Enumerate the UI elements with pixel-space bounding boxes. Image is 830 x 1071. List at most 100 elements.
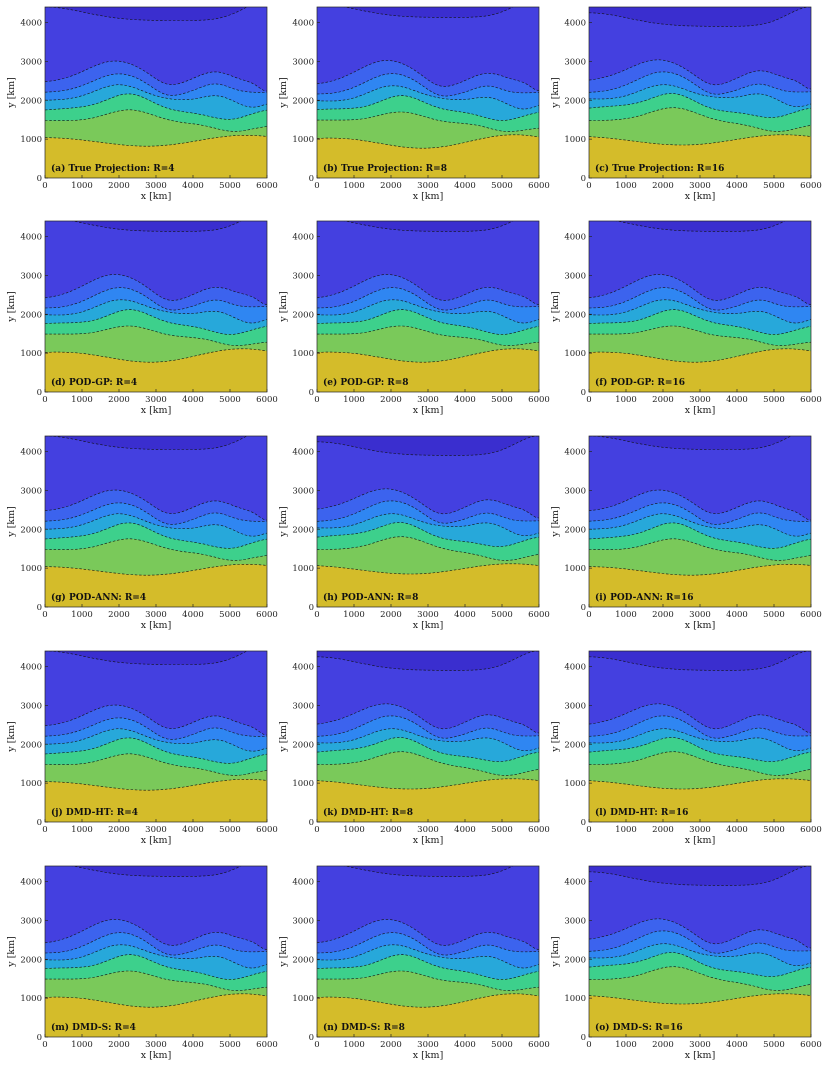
contour-fill-group: [317, 866, 539, 1037]
x-tick-label: 2000: [108, 181, 130, 191]
contour-line: [45, 299, 267, 324]
x-tick-label: 1000: [615, 395, 637, 405]
x-tick-label: 4000: [726, 610, 748, 620]
y-tick-label: 1000: [20, 779, 42, 789]
y-tick-label: 4000: [20, 19, 42, 29]
contour-line: [45, 502, 267, 525]
contour-level-fill: [317, 436, 539, 519]
y-tick-label: 1000: [564, 349, 586, 359]
contour-line: [317, 134, 539, 149]
contour-line: [343, 221, 514, 232]
contour-level-fill: [317, 221, 539, 305]
x-tick-label: 4000: [726, 1040, 748, 1050]
panel-label: (j) DMD-HT: R=4: [51, 807, 138, 818]
contour-fill-group: [589, 651, 811, 822]
y-tick-label: 2000: [292, 955, 314, 965]
contour-line: [589, 502, 811, 525]
x-tick-label: 1000: [71, 395, 93, 405]
x-tick-label: 0: [314, 825, 319, 835]
x-tick-label: 2000: [380, 181, 402, 191]
x-tick-label: 2000: [652, 181, 674, 191]
panel-label: (i) POD-ANN: R=16: [595, 592, 694, 603]
y-tick-label: 1000: [292, 564, 314, 574]
y-tick-label: 3000: [564, 486, 586, 496]
contour-line: [45, 717, 267, 740]
contour-panel: 0 1000 2000 3000 4000 5000 6000 0 1000 2000 3000 40…: [550, 6, 822, 202]
x-tick-label: 1000: [615, 610, 637, 620]
contour-line: [589, 436, 792, 450]
y-axis-label: y [km]: [6, 506, 17, 538]
y-tick-label: 1000: [20, 564, 42, 574]
contour-level-fill: [317, 651, 539, 734]
contour-line: [317, 751, 539, 776]
y-tick-label: 4000: [20, 448, 42, 458]
contour-fill-group: [45, 651, 267, 822]
contour-level-fill: [589, 651, 811, 734]
y-tick-label: 2000: [292, 96, 314, 106]
contour-line: [45, 287, 267, 311]
contour-line: [317, 436, 539, 456]
y-axis-label: y [km]: [278, 936, 289, 968]
panel-label: (l) DMD-HT: R=16: [595, 807, 688, 818]
contour-line: [317, 993, 539, 1008]
contour-line: [589, 309, 811, 335]
x-tick-label: 5000: [763, 1040, 785, 1050]
contour-panel: 0 1000 2000 3000 4000 5000 6000 0 1000 2000 3000 40…: [550, 865, 822, 1061]
x-tick-label: 3000: [145, 825, 167, 835]
x-tick-label: 1000: [343, 610, 365, 620]
contour-panel: 0 1000 2000 3000 4000 5000 6000 0 1000 2000 3000 40…: [6, 865, 278, 1061]
x-tick-label: 1000: [71, 181, 93, 191]
x-axis-label: x [km]: [141, 191, 172, 202]
y-tick-label: 0: [309, 388, 314, 398]
x-tick-label: 0: [42, 395, 47, 405]
contour-panel: 0 1000 2000 3000 4000 5000 6000 0 1000 2000 3000 40…: [6, 435, 278, 631]
x-tick-label: 1000: [71, 825, 93, 835]
y-axis-label: y [km]: [6, 291, 17, 323]
y-tick-label: 0: [309, 603, 314, 613]
contour-line: [45, 135, 267, 147]
contour-line: [589, 930, 811, 954]
contour-level-fill: [345, 866, 513, 877]
contour-line: [317, 85, 539, 110]
x-tick-label: 5000: [219, 1040, 241, 1050]
contour-level-fill: [45, 651, 267, 736]
contour-level-fill: [589, 866, 811, 949]
contour-panel: 0 1000 2000 3000 4000 5000 6000 0 1000 2000 3000 40…: [278, 865, 550, 1061]
contour-line: [589, 651, 811, 671]
panel-label: (k) DMD-HT: R=8: [323, 807, 413, 818]
y-tick-label: 2000: [20, 310, 42, 320]
y-tick-label: 2000: [20, 740, 42, 750]
y-tick-label: 0: [37, 174, 42, 184]
contour-line: [317, 944, 539, 969]
contour-level-fill: [45, 7, 248, 21]
x-tick-label: 6000: [256, 1040, 278, 1050]
contour-line: [45, 274, 267, 305]
contour-fill-group: [317, 7, 539, 178]
y-axis-label: y [km]: [6, 77, 17, 109]
x-axis-label: x [km]: [413, 191, 444, 202]
y-tick-label: 0: [37, 603, 42, 613]
contour-line: [71, 221, 242, 232]
x-tick-label: 0: [314, 181, 319, 191]
contour-line: [589, 715, 811, 739]
x-tick-label: 3000: [145, 395, 167, 405]
y-tick-label: 4000: [292, 878, 314, 888]
x-tick-label: 0: [42, 610, 47, 620]
y-tick-label: 1000: [564, 994, 586, 1004]
y-axis-label: y [km]: [6, 936, 17, 968]
contour-fill-group: [45, 221, 267, 392]
x-tick-label: 3000: [145, 1040, 167, 1050]
x-axis-label: x [km]: [413, 620, 444, 631]
y-axis-label: y [km]: [278, 291, 289, 323]
y-tick-label: 4000: [564, 448, 586, 458]
contour-line: [45, 779, 267, 791]
contour-line: [589, 93, 811, 118]
x-tick-label: 6000: [528, 1040, 550, 1050]
contour-line: [317, 970, 539, 991]
x-tick-label: 1000: [615, 1040, 637, 1050]
contour-fill-group: [317, 651, 539, 822]
contour-level-fill: [45, 221, 267, 305]
x-tick-label: 5000: [219, 825, 241, 835]
y-tick-label: 4000: [564, 878, 586, 888]
contour-level-fill: [317, 436, 539, 456]
